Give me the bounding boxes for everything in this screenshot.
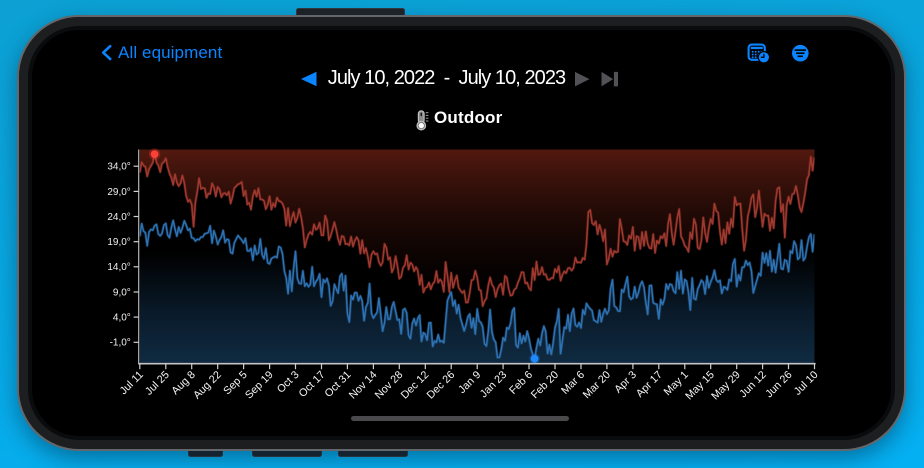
svg-text:24,0°: 24,0° xyxy=(107,212,130,223)
svg-text:19,0°: 19,0° xyxy=(107,237,130,248)
svg-text:Nov 28: Nov 28 xyxy=(373,369,406,402)
svg-text:Sep 19: Sep 19 xyxy=(243,369,276,402)
svg-text:Jul 11: Jul 11 xyxy=(118,369,146,397)
svg-text:May 29: May 29 xyxy=(709,369,743,403)
svg-text:Jan 23: Jan 23 xyxy=(478,369,509,400)
svg-text:Nov 14: Nov 14 xyxy=(347,369,380,402)
svg-text:Jun 12: Jun 12 xyxy=(737,369,768,400)
svg-text:9,0°: 9,0° xyxy=(113,287,131,298)
svg-text:Jul 25: Jul 25 xyxy=(143,369,172,398)
svg-text:Dec 12: Dec 12 xyxy=(399,369,432,402)
svg-text:4,0°: 4,0° xyxy=(113,313,131,324)
svg-text:-1,0°: -1,0° xyxy=(110,338,131,349)
svg-text:Apr 17: Apr 17 xyxy=(634,369,665,400)
svg-text:Dec 26: Dec 26 xyxy=(425,369,458,402)
svg-text:29,0°: 29,0° xyxy=(107,187,130,198)
svg-text:14,0°: 14,0° xyxy=(107,262,130,273)
svg-text:Oct 17: Oct 17 xyxy=(297,369,328,400)
svg-text:34,0°: 34,0° xyxy=(107,162,130,173)
svg-text:Feb 20: Feb 20 xyxy=(529,369,561,401)
svg-text:Jul 10: Jul 10 xyxy=(792,369,821,398)
svg-text:Aug 22: Aug 22 xyxy=(191,369,224,402)
svg-text:Jun 26: Jun 26 xyxy=(763,369,794,400)
svg-text:Mar 20: Mar 20 xyxy=(581,369,613,401)
